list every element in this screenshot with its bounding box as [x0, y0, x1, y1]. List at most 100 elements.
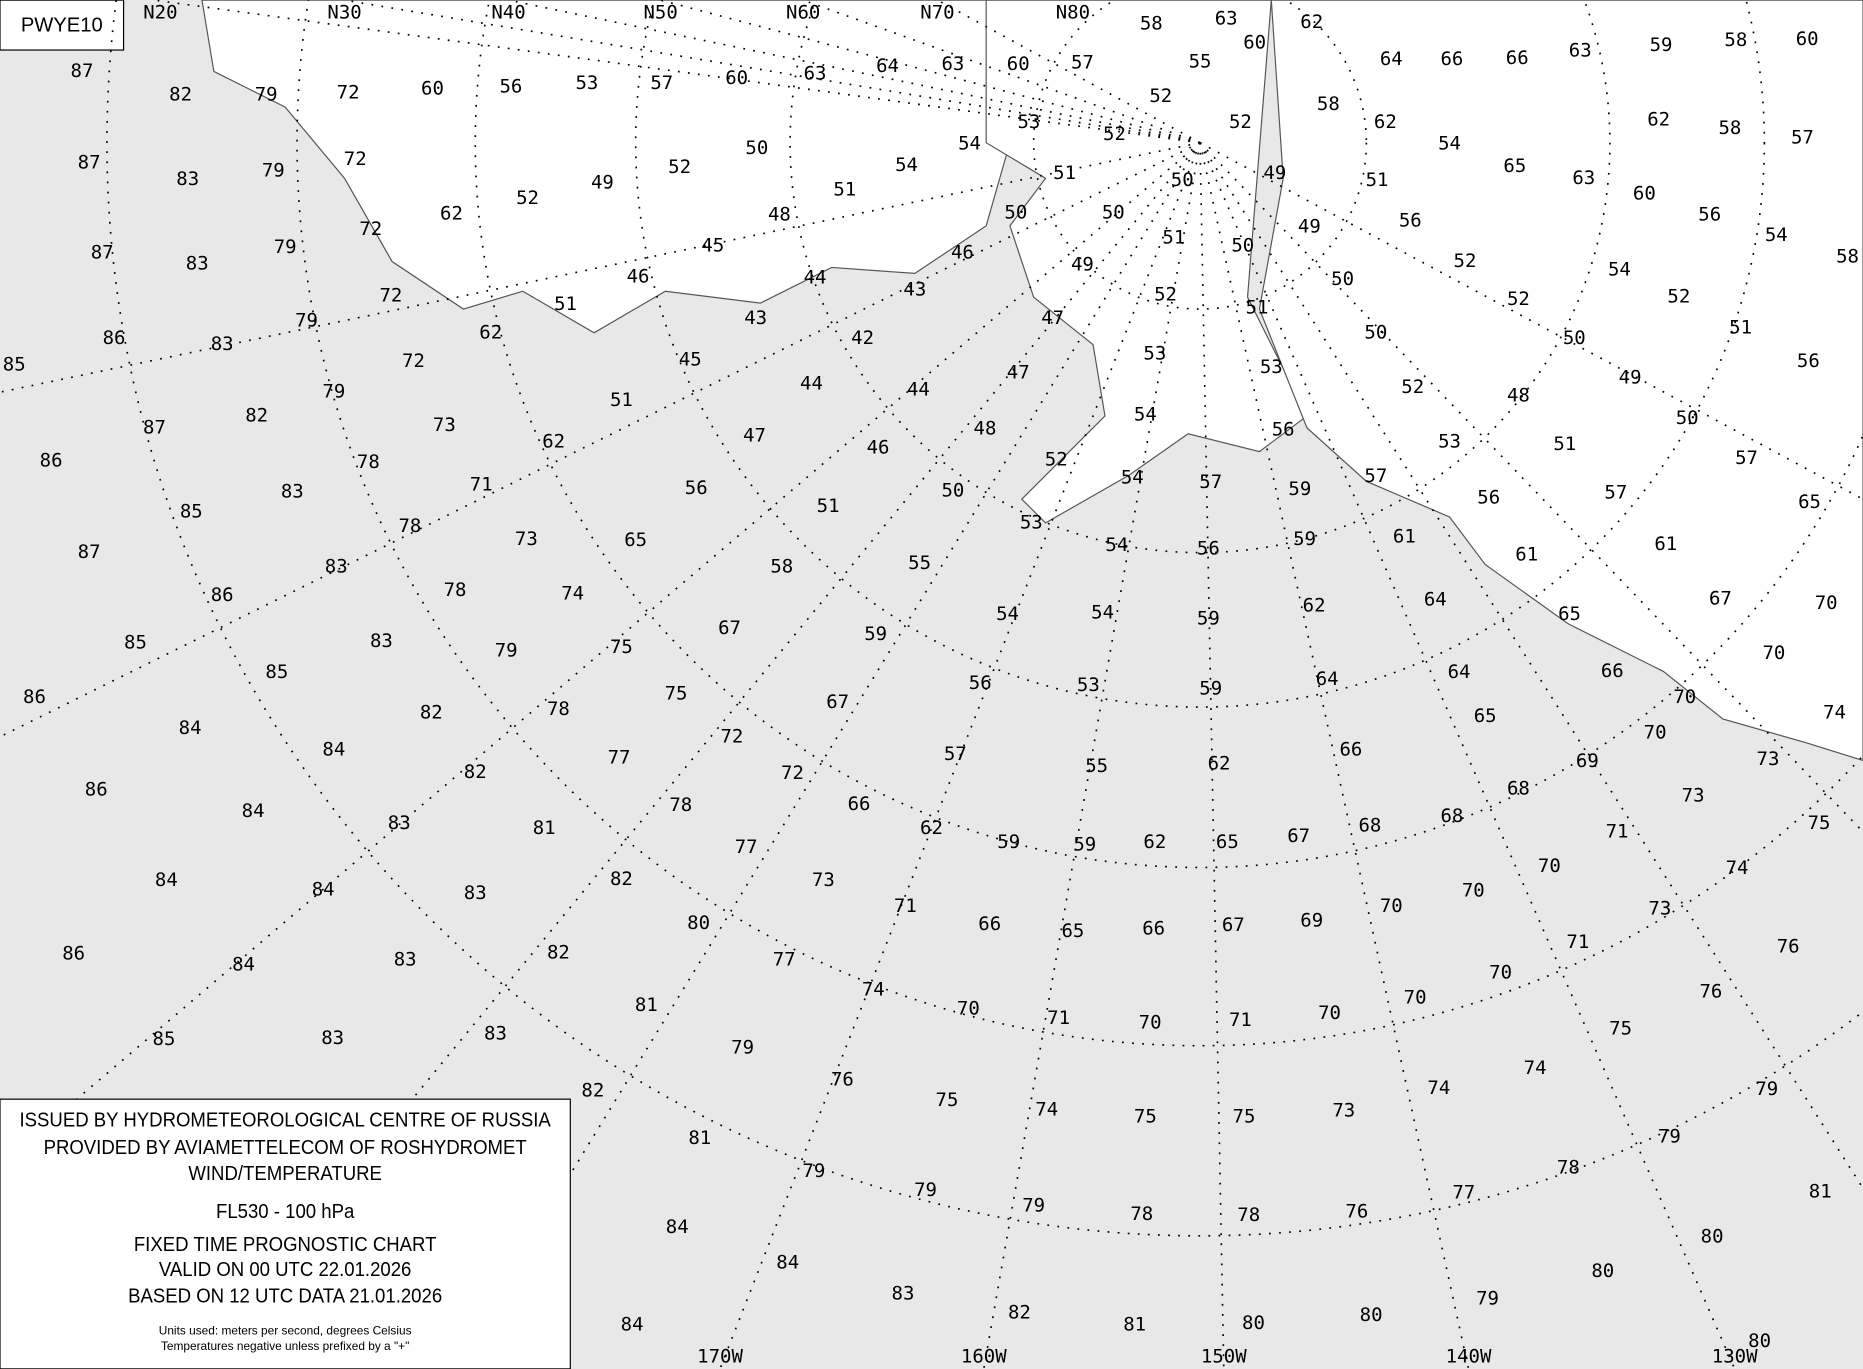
temperature-label: 84 [666, 1216, 689, 1238]
temperature-label: 59 [1650, 34, 1673, 56]
temperature-label: 50 [745, 137, 768, 159]
temperature-label: 83 [394, 949, 417, 971]
info-line: WIND/TEMPERATURE [188, 1162, 382, 1185]
temperature-label: 71 [894, 895, 917, 917]
temperature-label: 85 [124, 631, 147, 653]
latitude-label: N20 [143, 2, 177, 24]
temperature-label: 54 [1105, 534, 1128, 556]
temperature-label: 68 [1440, 805, 1463, 827]
temperature-label: 66 [1506, 47, 1529, 69]
temperature-label: 82 [1008, 1302, 1031, 1324]
temperature-label: 73 [515, 528, 538, 550]
temperature-label: 70 [1673, 686, 1696, 708]
temperature-label: 70 [1815, 592, 1838, 614]
meridian [0, 142, 1201, 1166]
latitude-label: N80 [1056, 2, 1090, 24]
temperature-label: 79 [262, 160, 285, 182]
units-note: Units used: meters per second, degrees C… [159, 1323, 412, 1337]
temperature-label: 53 [1020, 511, 1043, 533]
temperature-label: 82 [245, 404, 268, 426]
temperature-label: 66 [1339, 738, 1362, 760]
temperature-label: 53 [575, 72, 598, 94]
meridian [1199, 142, 1736, 1369]
temperature-label: 47 [743, 425, 766, 447]
temperature-label: 64 [876, 55, 899, 77]
temperature-label: 62 [1143, 831, 1166, 853]
temperature-label: 73 [433, 414, 456, 436]
temperature-label: 70 [1489, 962, 1512, 984]
chart-id-box [0, 0, 125, 51]
temperature-label: 54 [996, 603, 1019, 625]
temperature-label: 84 [242, 800, 265, 822]
temperature-label: 78 [1557, 1157, 1580, 1179]
temperature-label: 71 [1229, 1009, 1252, 1031]
temperature-label: 56 [1477, 486, 1500, 508]
temperature-label: 52 [1103, 123, 1126, 145]
temperature-label: 79 [295, 309, 318, 331]
temperature-label: 86 [23, 686, 46, 708]
temperature-label: 58 [1836, 245, 1859, 267]
temperature-label: 66 [978, 913, 1001, 935]
units-note: Temperatures negative unless prefixed by… [161, 1339, 409, 1353]
temperature-label: 84 [322, 738, 345, 760]
temperature-label: 51 [554, 293, 577, 315]
temperature-label: 75 [1233, 1105, 1256, 1127]
temperature-label: 74 [1524, 1057, 1547, 1079]
temperature-label: 72 [379, 284, 402, 306]
temperature-label: 62 [1374, 111, 1397, 133]
temperature-label: 49 [1298, 216, 1321, 238]
longitude-label: 160W [961, 1345, 1007, 1367]
temperature-label: 63 [1215, 8, 1238, 30]
latitude-label: N30 [327, 2, 361, 24]
temperature-label: 51 [833, 179, 856, 201]
temperature-label: 76 [1699, 981, 1722, 1003]
temperature-label: 57 [1199, 471, 1222, 493]
temperature-label: 52 [1667, 286, 1690, 308]
temperature-label: 71 [1606, 820, 1629, 842]
temperature-label: 79 [274, 236, 297, 258]
temperature-label: 65 [1503, 155, 1526, 177]
temperature-label: 47 [1041, 307, 1064, 329]
temperature-label: 45 [679, 349, 702, 371]
temperature-label: 74 [1427, 1077, 1450, 1099]
temperature-label: 82 [547, 942, 570, 964]
temperature-label: 44 [800, 372, 823, 394]
temperature-label: 77 [773, 949, 796, 971]
temperature-label: 75 [1134, 1105, 1157, 1127]
temperature-label: 60 [1633, 182, 1656, 204]
temperature-label: 82 [581, 1079, 604, 1101]
temperature-label: 72 [344, 148, 367, 170]
temperature-label: 50 [1004, 201, 1027, 223]
temperature-label: 73 [1648, 898, 1671, 920]
temperature-label: 53 [1143, 343, 1166, 365]
temperature-label: 46 [951, 242, 974, 264]
temperature-label: 55 [1085, 755, 1108, 777]
temperature-label: 72 [337, 81, 360, 103]
info-line: VALID ON 00 UTC 22.01.2026 [159, 1258, 412, 1281]
temperature-label: 70 [1462, 880, 1485, 902]
longitude-label: 130W [1712, 1345, 1758, 1367]
temperature-label: 62 [1303, 595, 1326, 617]
temperature-label: 61 [1515, 543, 1538, 565]
temperature-label: 70 [1139, 1012, 1162, 1034]
temperature-label: 84 [155, 869, 178, 891]
temperature-label: 56 [1797, 350, 1820, 372]
temperature-label: 87 [71, 60, 94, 82]
land-north-america [1258, 0, 1863, 762]
temperature-label: 52 [668, 156, 691, 178]
temperature-label: 85 [153, 1028, 176, 1050]
temperature-label: 79 [255, 84, 278, 106]
temperature-label: 63 [804, 62, 827, 84]
temperature-label: 54 [1438, 132, 1461, 154]
temperature-label: 65 [1474, 705, 1497, 727]
temperature-label: 60 [1243, 31, 1266, 53]
temperature-label: 67 [1222, 914, 1245, 936]
temperature-label: 70 [1404, 987, 1427, 1009]
temperature-label: 65 [1798, 491, 1821, 513]
temperature-label: 85 [180, 501, 203, 523]
temperature-label: 69 [1576, 750, 1599, 772]
info-line: PROVIDED BY AVIAMETTELECOM OF ROSHYDROME… [44, 1136, 527, 1159]
temperature-label: 50 [1676, 407, 1699, 429]
temperature-label: 66 [848, 793, 871, 815]
temperature-label: 84 [776, 1252, 799, 1274]
